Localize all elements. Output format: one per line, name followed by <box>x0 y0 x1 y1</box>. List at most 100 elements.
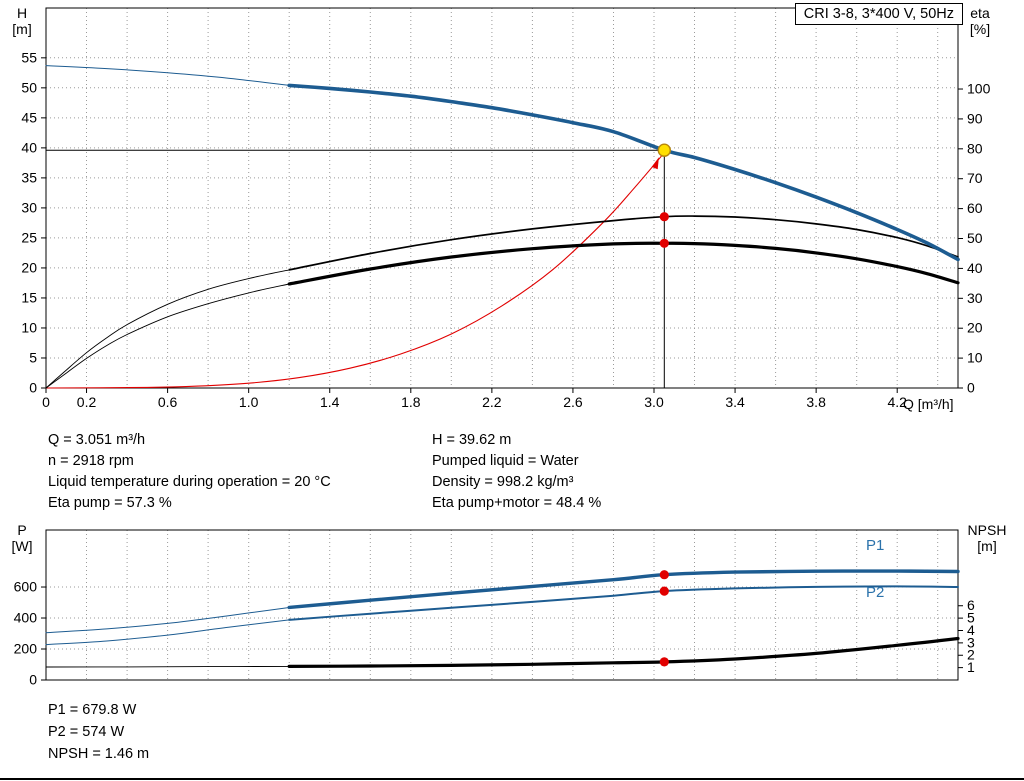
y-left-tick-label: 45 <box>21 109 37 125</box>
x-tick-label: 1.0 <box>239 394 259 410</box>
y-right-tick-label: 20 <box>967 320 983 336</box>
npsh-axis-letter: NPSH <box>967 522 1007 538</box>
liquid-temperature-text: Liquid temperature during operation = 20… <box>48 474 331 490</box>
eta-pump-text: Eta pump = 57.3 % <box>48 495 172 511</box>
hq-curve <box>287 83 960 262</box>
p1-duty-dot <box>659 570 669 580</box>
y-right-tick-label: 0 <box>967 380 975 396</box>
hq-curve-lead <box>45 65 290 86</box>
pumped-liquid-text: Pumped liquid = Water <box>432 453 579 469</box>
p-axis-title: P [W] <box>3 522 41 554</box>
npsh-duty-dot <box>659 657 669 667</box>
x-tick-label: 2.6 <box>563 394 583 410</box>
y-right-tick-label: 4 <box>967 622 975 638</box>
y-left-tick-label: 35 <box>21 169 37 185</box>
eta-axis-letter: eta <box>970 5 990 21</box>
h-axis-title: H [m] <box>3 5 41 37</box>
eta-axis-unit: [%] <box>969 21 991 37</box>
eta-pump-motor-duty-dot <box>659 238 669 248</box>
y-right-tick-label: 10 <box>967 350 983 366</box>
y-right-tick-label: 3 <box>967 634 975 650</box>
p1-result-text: P1 = 679.8 W <box>48 702 137 718</box>
duty-head-text: H = 39.62 m <box>432 432 512 448</box>
y-right-tick-label: 40 <box>967 260 983 276</box>
p2-curve-lead <box>45 619 290 646</box>
y-left-tick-label: 15 <box>21 289 37 305</box>
y-left-tick-label: 20 <box>21 259 37 275</box>
y-left-tick-label: 40 <box>21 139 37 155</box>
y-right-tick-label: 2 <box>967 647 975 663</box>
y-right-tick-label: 70 <box>967 170 983 186</box>
x-tick-label: 4.2 <box>887 394 907 410</box>
eta-pump-motor-curve-lead <box>45 283 290 389</box>
system-curve-arrow <box>651 157 659 170</box>
y-left-tick-label: 5 <box>29 349 37 365</box>
page-bottom-border <box>0 778 1024 780</box>
y-right-tick-label: 6 <box>967 597 975 613</box>
p1-curve-label: P1 <box>866 537 885 554</box>
y-right-tick-label: 60 <box>967 200 983 216</box>
x-tick-label: 3.4 <box>725 394 745 410</box>
y-left-tick-label: 25 <box>21 229 37 245</box>
plot-border <box>45 7 959 389</box>
y-right-tick-label: 30 <box>967 290 983 306</box>
npsh-curve <box>287 636 960 668</box>
y-left-tick-label: 0 <box>29 672 37 688</box>
npsh-curve-lead <box>45 665 290 668</box>
y-right-tick-label: 5 <box>967 610 975 626</box>
x-tick-label: 0.6 <box>158 394 178 410</box>
y-right-tick-label: 80 <box>967 140 983 156</box>
y-right-tick-label: 90 <box>967 110 983 126</box>
x-tick-label: 1.4 <box>320 394 340 410</box>
p2-curve <box>288 585 959 621</box>
qh-eta-chart: 0 0.2 0.6 1.0 1.4 1.8 2.2 2.6 3.0 3.4 3.8 4.2 0 5 10 15… <box>21 7 991 410</box>
p-axis-unit: [W] <box>11 538 33 554</box>
pump-type-label: CRI 3-8, 3*400 V, 50Hz <box>794 3 963 25</box>
duty-info-right: H = 39.62 m Pumped liquid = Water Densit… <box>432 430 601 514</box>
h-axis-unit: [m] <box>12 21 32 37</box>
duty-info-left: Q = 3.051 m³/h n = 2918 rpm Liquid tempe… <box>48 430 331 514</box>
q-axis-title: Q [m³/h] <box>903 396 954 412</box>
p1-curve <box>287 569 960 610</box>
duty-flow-text: Q = 3.051 m³/h <box>48 432 146 448</box>
x-tick-label: 3.8 <box>806 394 826 410</box>
operating-point-marker[interactable] <box>657 143 671 157</box>
p2-curve-label: P2 <box>866 584 885 601</box>
result-block: P1 = 679.8 W P2 = 574 W NPSH = 1.46 m <box>48 699 149 765</box>
npsh-result-text: NPSH = 1.46 m <box>48 746 150 762</box>
y-left-tick-label: 400 <box>14 610 38 626</box>
p1-curve-lead <box>45 607 290 634</box>
h-axis-letter: H <box>16 5 28 21</box>
x-tick-label: 2.2 <box>482 394 502 410</box>
npsh-axis-unit: [m] <box>977 538 997 554</box>
eta-pump-curve-lead <box>45 269 290 389</box>
plot-border <box>45 529 959 681</box>
speed-text: n = 2918 rpm <box>48 453 134 469</box>
x-tick-label: 0 <box>42 394 50 410</box>
p-axis-letter: P <box>17 522 27 538</box>
x-tick-label: 0.2 <box>77 394 97 410</box>
p2-duty-dot <box>659 586 669 596</box>
y-left-tick-label: 50 <box>21 79 37 95</box>
y-right-tick-label: 1 <box>967 659 975 675</box>
x-tick-label: 1.8 <box>401 394 421 410</box>
y-left-tick-label: 30 <box>21 199 37 215</box>
eta-axis-title: eta [%] <box>955 5 1005 37</box>
y-right-tick-label: 100 <box>967 81 991 97</box>
eta-pump-duty-dot <box>659 212 669 222</box>
x-tick-label: 3.0 <box>644 394 664 410</box>
y-left-tick-label: 10 <box>21 319 37 335</box>
y-right-tick-label: 50 <box>967 230 983 246</box>
y-left-tick-label: 200 <box>14 641 38 657</box>
eta-pump-motor-curve <box>287 241 960 286</box>
p2-result-text: P2 = 574 W <box>48 724 125 740</box>
eta-pump-curve <box>288 215 959 271</box>
eta-pump-motor-text: Eta pump+motor = 48.4 % <box>432 495 602 511</box>
y-left-tick-label: 600 <box>14 579 38 595</box>
npsh-axis-title: NPSH [m] <box>958 522 1016 554</box>
density-text: Density = 998.2 kg/m³ <box>432 474 574 490</box>
y-left-tick-label: 55 <box>21 49 37 65</box>
